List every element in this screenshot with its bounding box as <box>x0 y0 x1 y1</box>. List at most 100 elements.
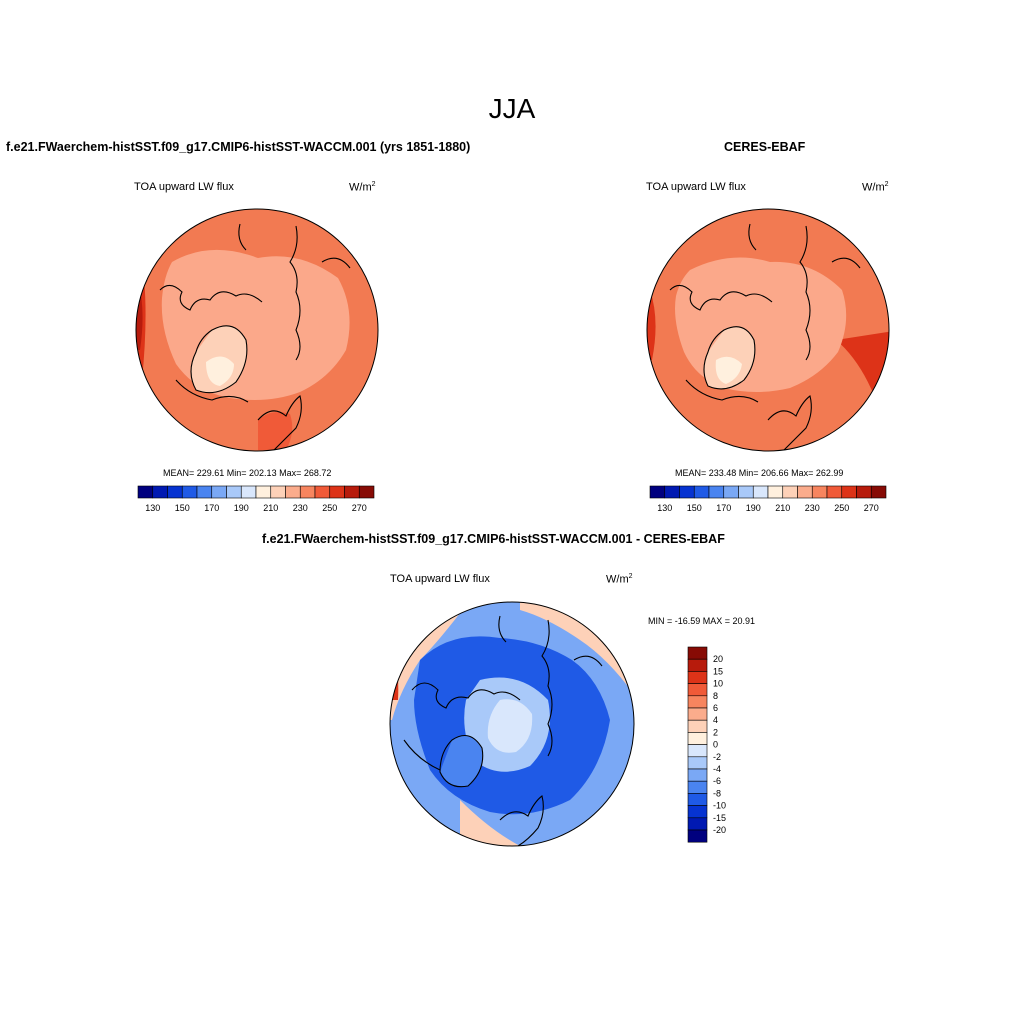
panel2-variable: TOA upward LW flux <box>646 181 746 193</box>
page-title: JJA <box>488 93 536 124</box>
colorbar-swatch <box>723 485 739 499</box>
colorbar-tick-label: 130 <box>657 503 672 513</box>
colorbar-tick-label: 230 <box>293 503 308 513</box>
map1-outline <box>135 208 379 452</box>
map3-greenland <box>440 735 483 787</box>
colorbar-tick-label: 210 <box>775 503 790 513</box>
colorbar-swatch <box>181 485 198 499</box>
colorbar-swatch <box>240 485 257 499</box>
colorbar-swatch <box>826 485 843 499</box>
colorbar-tick-label: -6 <box>713 776 721 786</box>
colorbar-tick-label: 6 <box>713 703 718 713</box>
colorbar-swatch <box>687 793 708 806</box>
panel3-units: W/m2 <box>606 573 633 586</box>
colorbar-swatch <box>811 485 828 499</box>
map2-polar-plot <box>647 209 889 451</box>
colorbar-swatch <box>687 671 708 684</box>
colorbar-swatch <box>270 485 286 499</box>
map1-polar-plot <box>136 209 378 451</box>
colorbar-swatch <box>152 485 168 499</box>
colorbar-swatch <box>687 756 708 770</box>
colorbar-swatch <box>782 485 798 499</box>
colorbar-tick-label: 15 <box>713 666 723 676</box>
colorbar-tick-label: 130 <box>145 503 160 513</box>
colorbar-swatch <box>687 805 708 819</box>
colorbar-tick-label: 150 <box>175 503 190 513</box>
colorbar-swatch <box>687 683 708 697</box>
panel3-heading: f.e21.FWaerchem-histSST.f09_g17.CMIP6-hi… <box>262 532 725 546</box>
panel2-units: W/m2 <box>862 181 889 194</box>
colorbar-tick-label: 8 <box>713 691 718 701</box>
colorbar-swatch <box>255 485 272 499</box>
map1-arctic-region <box>161 249 350 400</box>
colorbar-swatch <box>314 485 331 499</box>
colorbar-tick-label: 250 <box>834 503 849 513</box>
colorbar-tick-label: 190 <box>234 503 249 513</box>
colorbar-swatch <box>167 485 183 499</box>
panel2-heading: CERES-EBAF <box>724 140 806 154</box>
map3-polar-plot <box>390 602 634 846</box>
panel1-variable: TOA upward LW flux <box>134 181 234 193</box>
colorbar-tick-label: -4 <box>713 764 721 774</box>
colorbar-tick-label: -2 <box>713 752 721 762</box>
colorbar-swatch <box>687 744 708 758</box>
colorbar-swatch <box>299 485 316 499</box>
colorbar-swatch <box>329 485 345 499</box>
colorbar-tick-label: 270 <box>352 503 367 513</box>
colorbar-swatch <box>693 485 710 499</box>
map1-coastlines <box>159 223 351 451</box>
colorbar-swatch <box>870 485 887 499</box>
panel1-colorbar <box>137 485 375 499</box>
map3-coastlines <box>403 615 603 846</box>
panel1-stats: MEAN= 229.61 Min= 202.13 Max= 268.72 <box>163 468 332 478</box>
map3-hot-edge <box>390 640 399 700</box>
colorbar-swatch <box>687 719 708 733</box>
colorbar-tick-label: 270 <box>864 503 879 513</box>
colorbar-swatch <box>344 485 360 499</box>
colorbar-swatch <box>679 485 695 499</box>
colorbar-tick-label: 4 <box>713 715 718 725</box>
panel2-stats: MEAN= 233.48 Min= 206.66 Max= 262.99 <box>675 468 844 478</box>
colorbar-swatch <box>856 485 872 499</box>
colorbar-swatch <box>687 817 708 831</box>
colorbar-swatch <box>649 485 666 499</box>
colorbar-swatch <box>211 485 227 499</box>
colorbar-swatch <box>226 485 242 499</box>
colorbar-tick-label: 150 <box>687 503 702 513</box>
colorbar-swatch <box>708 485 725 499</box>
colorbar-tick-label: 190 <box>746 503 761 513</box>
colorbar-tick-label: -8 <box>713 788 721 798</box>
map2-greenland-core <box>715 356 742 384</box>
panel3-variable: TOA upward LW flux <box>390 573 490 585</box>
colorbar-swatch <box>687 658 708 672</box>
panel3-stats: MIN = -16.59 MAX = 20.91 <box>648 616 756 626</box>
colorbar-tick-label: 170 <box>716 503 731 513</box>
colorbar-tick-label: -15 <box>713 813 726 823</box>
map1-greenland-core <box>206 356 234 386</box>
panel3-colorbar <box>687 646 708 843</box>
colorbar-swatch <box>664 485 680 499</box>
colorbar-swatch <box>358 485 375 499</box>
colorbar-swatch <box>687 829 708 843</box>
colorbar-swatch <box>687 646 708 660</box>
colorbar-tick-label: 2 <box>713 727 718 737</box>
colorbar-tick-label: 230 <box>805 503 820 513</box>
map3-pole-core <box>487 699 533 753</box>
colorbar-tick-label: 250 <box>322 503 337 513</box>
map3-pos-patch-south <box>460 800 520 846</box>
colorbar-swatch <box>738 485 754 499</box>
colorbar-swatch <box>687 707 708 721</box>
colorbar-tick-label: 170 <box>204 503 219 513</box>
colorbar-tick-label: 210 <box>263 503 278 513</box>
map1-europe-patch <box>258 412 293 450</box>
colorbar-swatch <box>285 485 301 499</box>
colorbar-swatch <box>137 485 154 499</box>
colorbar-swatch <box>687 695 708 709</box>
colorbar-tick-label: 0 <box>713 740 718 750</box>
colorbar-swatch <box>687 732 708 745</box>
panel2-colorbar-labels: 130 150 170 190 210 230 250 270 <box>657 503 879 513</box>
map3-outline <box>389 601 635 847</box>
panel1-heading: f.e21.FWaerchem-histSST.f09_g17.CMIP6-hi… <box>6 140 471 154</box>
